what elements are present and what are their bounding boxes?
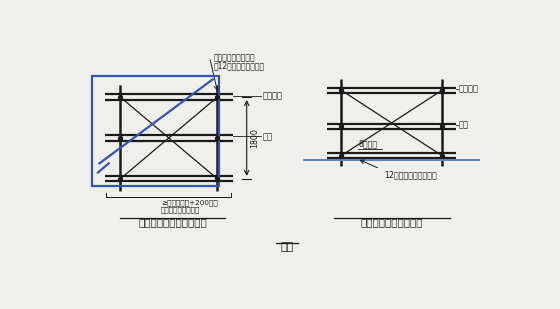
Text: 图四: 图四 (281, 242, 293, 252)
Text: 据穿墙螺栓位置调节: 据穿墙螺栓位置调节 (161, 206, 200, 213)
Text: ≥窗洞口尺寸+200，根: ≥窗洞口尺寸+200，根 (161, 200, 218, 206)
Text: 窗洞口（室内临边）防护: 窗洞口（室内临边）防护 (138, 217, 207, 227)
Bar (92, 76, 219, 186)
Text: 钢管: 钢管 (459, 121, 469, 129)
Text: 8厚钢板: 8厚钢板 (358, 139, 377, 148)
Text: 安全绿网: 安全绿网 (262, 91, 282, 100)
Text: 12号膨胀螺丝楼板固定: 12号膨胀螺丝楼板固定 (384, 170, 437, 179)
Text: 钢管: 钢管 (262, 132, 272, 141)
Text: 用12号铁丝固定于墙体: 用12号铁丝固定于墙体 (213, 62, 264, 71)
Text: 1800: 1800 (250, 128, 260, 148)
Text: 阳台或落地窗洞口防护: 阳台或落地窗洞口防护 (361, 217, 423, 227)
Text: 安全绿网: 安全绿网 (459, 84, 479, 93)
Text: 立杆通过穿墙螺杆洞: 立杆通过穿墙螺杆洞 (213, 53, 255, 62)
